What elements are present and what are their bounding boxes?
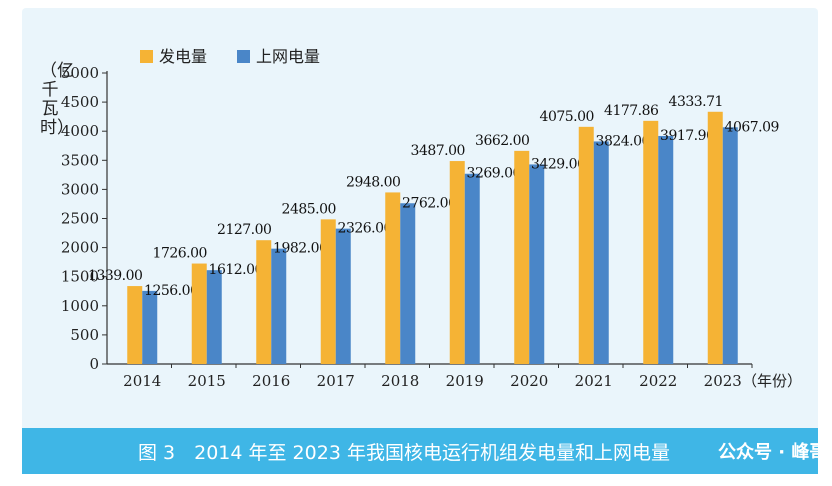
y-tick-label: 3500: [61, 151, 99, 169]
data-label-grid-supply: 1982.00: [273, 241, 327, 257]
bar-grid-supply: [722, 127, 738, 364]
bar-grid-supply: [593, 141, 609, 364]
bar-grid-supply: [206, 270, 222, 364]
bar-grid-supply: [271, 248, 287, 364]
data-label-generation: 1726.00: [153, 246, 207, 262]
figure-caption: 图 3 2014 年至 2023 年我国核电运行机组发电量和上网电量: [138, 442, 670, 464]
y-tick-label: 1000: [61, 297, 99, 315]
x-tick-label: 2017: [317, 372, 355, 390]
y-tick-label: 5000: [61, 64, 99, 82]
data-label-grid-supply: 1612.00: [209, 262, 263, 278]
y-tick-label: 500: [70, 326, 99, 344]
bar-generation: [643, 120, 659, 365]
data-label-generation: 4333.71: [669, 94, 723, 110]
x-axis-label: （年份）: [742, 372, 802, 390]
y-tick-label: 4500: [61, 93, 99, 111]
data-label-generation: 1339.00: [88, 268, 142, 284]
x-tick-label: 2014: [123, 372, 161, 390]
bar-generation: [385, 192, 401, 364]
x-tick-label: 2021: [575, 372, 613, 390]
data-label-grid-supply: 2762.00: [402, 195, 456, 211]
data-label-grid-supply: 1256.00: [144, 283, 198, 299]
x-tick-label: 2018: [381, 372, 419, 390]
x-tick-label: 2015: [188, 372, 226, 390]
data-label-generation: 3662.00: [475, 133, 529, 149]
legend-swatch: [140, 50, 153, 63]
y-tick-label: 2000: [61, 239, 99, 257]
data-label-grid-supply: 3429.00: [531, 156, 585, 172]
data-label-grid-supply: 3917.90: [660, 128, 714, 144]
bar-generation: [127, 286, 143, 364]
caption-bar: [22, 428, 818, 474]
x-tick-label: 2020: [510, 372, 548, 390]
bar-generation: [320, 219, 336, 364]
x-tick-label: 2023: [704, 372, 742, 390]
data-label-generation: 3487.00: [411, 143, 465, 159]
data-label-generation: 4075.00: [540, 109, 594, 125]
data-label-generation: 2127.00: [217, 222, 271, 238]
y-tick-label: 3000: [61, 180, 99, 198]
data-label-grid-supply: 4067.09: [725, 119, 779, 135]
x-tick-label: 2022: [639, 372, 677, 390]
bar-grid-supply: [529, 164, 545, 364]
bar-generation: [578, 126, 594, 365]
data-label-generation: 2948.00: [346, 174, 400, 190]
y-tick-label: 1500: [61, 268, 99, 286]
bar-grid-supply: [464, 173, 480, 364]
y-tick-label: 4000: [61, 122, 99, 140]
data-label-grid-supply: 3269.00: [467, 166, 521, 182]
y-tick-label: 2500: [61, 210, 99, 228]
bar-generation: [449, 161, 465, 364]
bar-grid-supply: [335, 228, 351, 364]
legend-swatch: [237, 50, 250, 63]
legend-label: 上网电量: [256, 47, 320, 66]
bar-grid-supply: [142, 290, 158, 364]
bar-generation: [256, 240, 272, 364]
legend-label: 发电量: [159, 47, 207, 66]
bar-grid-supply: [658, 135, 674, 364]
bar-generation: [191, 263, 207, 364]
data-label-generation: 4177.86: [604, 103, 659, 119]
data-label-generation: 2485.00: [282, 201, 336, 217]
bar-grid-supply: [400, 203, 416, 364]
data-label-grid-supply: 2326.00: [338, 221, 392, 237]
data-label-grid-supply: 3824.00: [596, 133, 650, 149]
x-tick-label: 2016: [252, 372, 290, 390]
watermark: 公众号 · 峰哥讲财: [718, 442, 832, 463]
bar-generation: [707, 111, 723, 364]
x-tick-label: 2019: [446, 372, 484, 390]
y-tick-label: 0: [89, 355, 99, 373]
chart-frame: [22, 8, 818, 474]
bar-generation: [514, 150, 530, 364]
